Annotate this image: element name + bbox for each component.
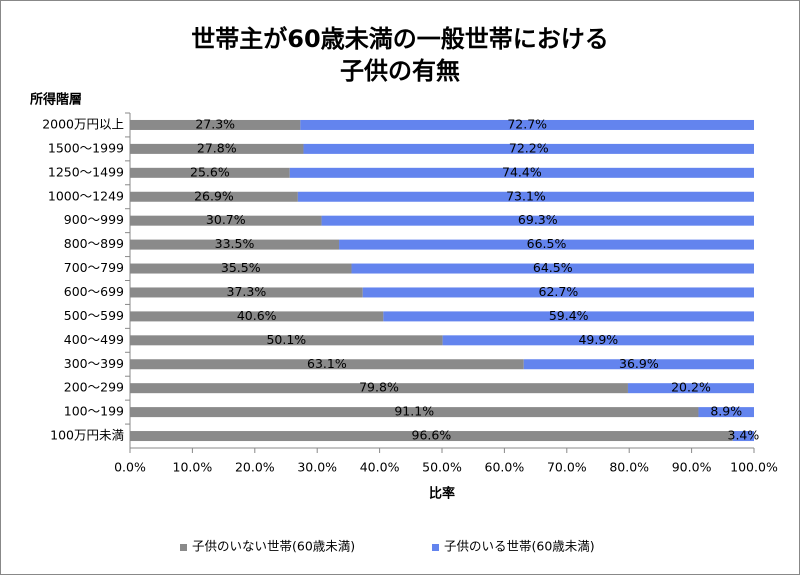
- legend-label: 子供のいる世帯(60歳未満): [444, 539, 595, 554]
- bar-segment: [297, 191, 754, 202]
- chart-title: 子供の有無: [340, 57, 460, 85]
- bar-segment: [130, 431, 733, 442]
- bar-segment: [130, 215, 322, 226]
- value-label: 62.7%: [539, 284, 579, 299]
- value-label: 30.7%: [206, 212, 246, 227]
- legend-marker: [432, 544, 439, 551]
- bar-segment: [732, 431, 754, 442]
- x-tick-label: 90.0%: [672, 460, 712, 475]
- y-tick-label: 700～799: [64, 260, 124, 275]
- value-label: 27.3%: [195, 116, 235, 131]
- y-tick-label: 1000～1249: [48, 188, 124, 203]
- value-label: 25.6%: [190, 164, 230, 179]
- x-tick-label: 0.0%: [114, 460, 146, 475]
- value-label: 8.9%: [710, 404, 742, 419]
- bar-segment: [130, 359, 524, 370]
- bar-segment: [130, 167, 290, 178]
- bar-segment: [130, 311, 384, 322]
- value-label: 40.6%: [237, 308, 277, 323]
- y-tick-label: 1500～1999: [48, 140, 124, 155]
- x-tick-label: 40.0%: [360, 460, 400, 475]
- legend-marker: [180, 544, 187, 551]
- bar-segment: [523, 359, 754, 370]
- bar-segment: [362, 287, 754, 298]
- value-label: 72.7%: [507, 116, 547, 131]
- value-label: 63.1%: [307, 356, 347, 371]
- bar-segment: [300, 119, 754, 130]
- bar-segment: [321, 215, 754, 226]
- value-label: 3.4%: [728, 428, 760, 443]
- y-tick-label: 1250～1499: [48, 164, 124, 179]
- x-tick-label: 10.0%: [173, 460, 213, 475]
- bar-segment: [130, 239, 340, 250]
- x-tick-label: 30.0%: [297, 460, 337, 475]
- y-tick-label: 200～299: [64, 380, 124, 395]
- bar-segment: [130, 119, 301, 130]
- legend-label: 子供のいない世帯(60歳未満): [192, 539, 355, 554]
- bar-segment: [130, 287, 363, 298]
- y-tick-label: 800～899: [64, 236, 124, 251]
- bar-segment: [351, 263, 754, 274]
- bar-segment: [130, 407, 699, 418]
- value-label: 33.5%: [215, 236, 255, 251]
- value-label: 79.8%: [359, 380, 399, 395]
- value-label: 35.5%: [221, 260, 261, 275]
- value-label: 96.6%: [412, 428, 452, 443]
- value-label: 27.8%: [197, 140, 237, 155]
- value-label: 74.4%: [502, 164, 542, 179]
- chart-title: 世帯主が60歳未満の一般世帯における: [191, 25, 608, 53]
- bar-segment: [130, 143, 304, 154]
- bar-segment: [442, 335, 754, 346]
- bar-segment: [627, 383, 754, 394]
- value-label: 37.3%: [227, 284, 267, 299]
- x-tick-label: 70.0%: [547, 460, 587, 475]
- value-label: 49.9%: [578, 332, 618, 347]
- bar-segment: [339, 239, 754, 250]
- value-label: 20.2%: [671, 380, 711, 395]
- value-label: 69.3%: [518, 212, 558, 227]
- bar-segment: [698, 407, 754, 418]
- x-axis-title: 比率: [429, 486, 455, 502]
- value-label: 64.5%: [533, 260, 573, 275]
- y-tick-label: 100～199: [64, 404, 124, 419]
- y-axis-title: 所得階層: [30, 92, 82, 108]
- value-label: 66.5%: [527, 236, 567, 251]
- bar-segment: [289, 167, 754, 178]
- y-tick-label: 2000万円以上: [42, 116, 124, 131]
- value-label: 36.9%: [619, 356, 659, 371]
- value-label: 72.2%: [509, 140, 549, 155]
- bar-segment: [303, 143, 754, 154]
- x-tick-label: 80.0%: [609, 460, 649, 475]
- bar-segment: [130, 263, 352, 274]
- bar-segment: [130, 335, 443, 346]
- y-tick-label: 300～399: [64, 356, 124, 371]
- x-tick-label: 60.0%: [485, 460, 525, 475]
- value-label: 50.1%: [266, 332, 306, 347]
- bar-segment: [130, 191, 298, 202]
- x-tick-label: 50.0%: [422, 460, 462, 475]
- value-label: 91.1%: [394, 404, 434, 419]
- bar-segment: [130, 383, 628, 394]
- value-label: 26.9%: [194, 188, 234, 203]
- y-tick-label: 900～999: [64, 212, 124, 227]
- y-tick-label: 600～699: [64, 284, 124, 299]
- value-label: 73.1%: [506, 188, 546, 203]
- bar-segment: [383, 311, 754, 322]
- value-label: 59.4%: [549, 308, 589, 323]
- x-tick-label: 100.0%: [730, 460, 778, 475]
- y-tick-label: 400～499: [64, 332, 124, 347]
- x-tick-label: 20.0%: [235, 460, 275, 475]
- y-tick-label: 500～599: [64, 308, 124, 323]
- y-tick-label: 100万円未満: [50, 428, 124, 443]
